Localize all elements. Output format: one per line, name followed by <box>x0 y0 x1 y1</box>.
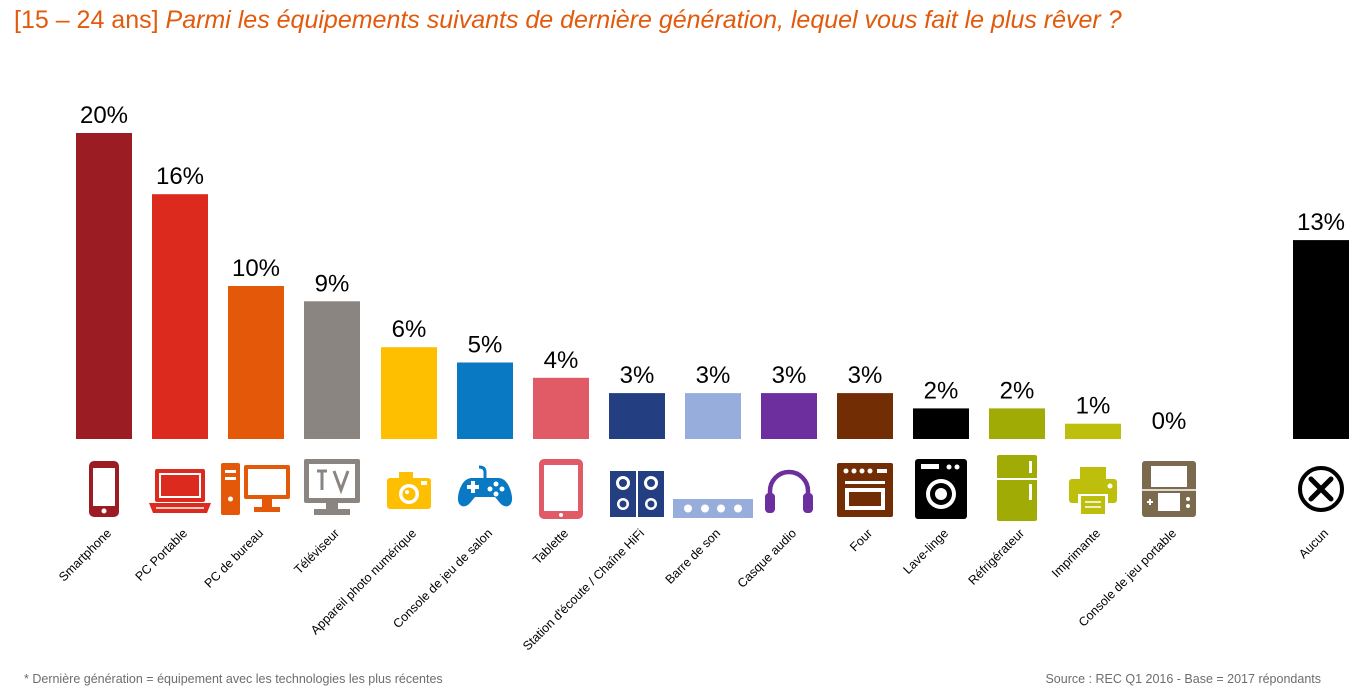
bar <box>1065 423 1121 439</box>
bar <box>1293 240 1349 439</box>
tv-icon <box>304 459 360 515</box>
chart-title: [15 – 24 ans] Parmi les équipements suiv… <box>14 6 1122 35</box>
bar-value-label: 5% <box>468 332 503 359</box>
category-label: Lave-linge <box>900 526 951 577</box>
smartphone-icon <box>89 461 119 517</box>
footnote: * Dernière génération = équipement avec … <box>24 672 443 686</box>
category-label: PC Portable <box>133 526 191 584</box>
title-prefix: [15 – 24 ans] <box>14 6 159 34</box>
laptop-icon <box>149 469 211 513</box>
soundbar-icon <box>673 499 753 518</box>
category-label: Smartphone <box>56 526 114 584</box>
category-label: Station d'écoute / Chaîne HiFi <box>520 526 647 653</box>
bar <box>304 301 360 439</box>
source-note: Source : REC Q1 2016 - Base = 2017 répon… <box>1045 672 1321 686</box>
bar-value-label: 0% <box>1152 408 1187 435</box>
bar <box>381 347 437 439</box>
category-label: PC de bureau <box>202 526 266 590</box>
category-label: Téléviseur <box>291 526 342 577</box>
category-label: Imprimante <box>1049 526 1103 580</box>
camera-icon <box>387 472 431 509</box>
bar <box>152 194 208 439</box>
bar-value-label: 20% <box>80 102 128 129</box>
bar-value-label: 10% <box>232 255 280 282</box>
bar-value-label: 9% <box>315 270 350 297</box>
washing-machine-icon <box>915 459 967 519</box>
category-label: Barre de son <box>663 526 724 587</box>
gamepad-icon <box>457 465 513 507</box>
bar <box>989 408 1045 439</box>
bar-value-label: 2% <box>924 377 959 404</box>
category-label: Casque audio <box>735 526 799 590</box>
category-label: Four <box>847 526 875 554</box>
category-label: Réfrigérateur <box>966 526 1027 587</box>
bar <box>76 133 132 439</box>
bar-value-label: 13% <box>1297 209 1345 236</box>
bar <box>837 393 893 439</box>
headphones-icon <box>765 469 813 513</box>
handheld-console-icon <box>1142 461 1196 517</box>
bar-value-label: 4% <box>544 347 579 374</box>
none-icon <box>1298 466 1344 512</box>
category-label: Tablette <box>530 526 571 567</box>
bar-value-label: 2% <box>1000 377 1035 404</box>
bar-value-label: 1% <box>1076 393 1111 420</box>
title-question: Parmi les équipements suivants de derniè… <box>165 6 1122 34</box>
refrigerator-icon <box>997 455 1037 521</box>
bar-value-label: 3% <box>772 362 807 389</box>
bar-value-label: 16% <box>156 163 204 190</box>
tablet-icon <box>539 459 583 519</box>
oven-icon <box>837 463 893 517</box>
bar-value-label: 3% <box>620 362 655 389</box>
printer-icon <box>1069 467 1117 516</box>
bar <box>457 362 513 439</box>
bar-value-label: 3% <box>696 362 731 389</box>
bar <box>228 286 284 439</box>
bar <box>913 408 969 439</box>
bar <box>761 393 817 439</box>
category-label: Aucun <box>1296 526 1331 561</box>
bar <box>609 393 665 439</box>
bar <box>685 393 741 439</box>
hifi-speakers-icon <box>610 471 664 517</box>
bar <box>533 377 589 439</box>
desktop-pc-icon <box>221 463 290 515</box>
bar-value-label: 6% <box>392 316 427 343</box>
bar-value-label: 3% <box>848 362 883 389</box>
